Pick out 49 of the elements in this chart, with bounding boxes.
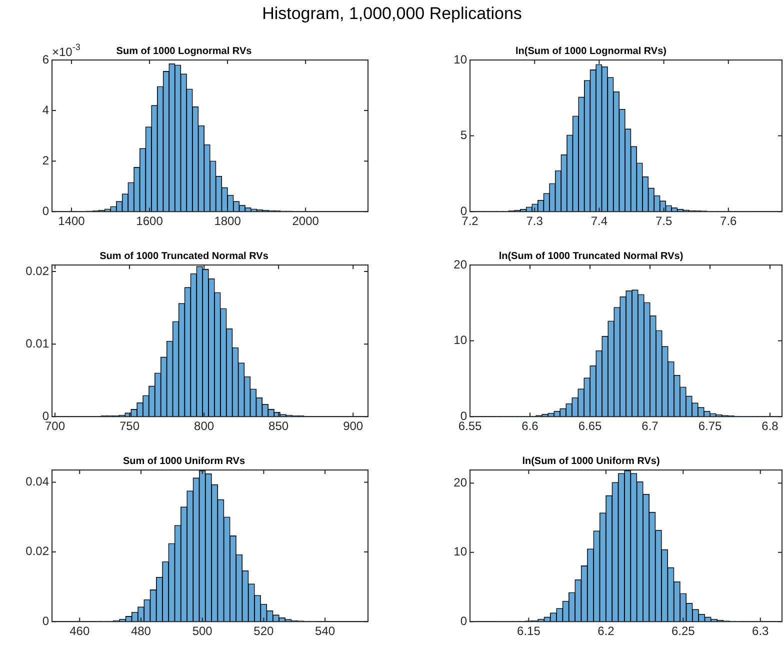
y-tick-label: 0 (42, 614, 50, 628)
x-tick-label: 7.5 (655, 214, 672, 228)
x-tick-label: 2000 (292, 214, 320, 228)
chart-title: ln(Sum of 1000 Truncated Normal RVs) (498, 250, 684, 262)
x-tick-label: 6.65 (578, 419, 602, 434)
x-tick-label: 900 (343, 419, 364, 434)
x-tick-label: 6.15 (517, 624, 541, 638)
x-tick-label: 6.25 (671, 624, 696, 638)
x-tick-label: 540 (315, 624, 336, 638)
y-tick-label: 6 (42, 52, 50, 66)
y-tick-label: 20 (454, 257, 468, 272)
chart-title: ln(Sum of 1000 Lognormal RVs) (516, 46, 666, 57)
x-tick-label: 6.7 (642, 419, 659, 434)
y-tick-label: 0 (460, 614, 468, 628)
y-tick-label: 0 (42, 204, 50, 218)
text: Histogram, 1,000,000 Replications (261, 4, 523, 24)
x-tick-label: 1400 (58, 214, 86, 228)
chart-title: ln(Sum of 1000 Uniform RVs) (522, 456, 660, 467)
x-tick-label: 6.3 (752, 624, 770, 638)
y-tick-label: 5 (460, 128, 468, 142)
x-tick-label: 480 (130, 624, 152, 638)
x-tick-label: 800 (194, 419, 214, 434)
y-tick-label: 4 (42, 102, 50, 117)
y-tick-label: 10 (454, 333, 468, 348)
y-tick-label: 0.01 (26, 336, 50, 350)
y-tick-label: 0.02 (26, 544, 50, 558)
x-tick-label: 6.6 (522, 419, 539, 434)
x-tick-label: 850 (268, 419, 289, 434)
x-tick-label: 1600 (136, 214, 164, 228)
y-tick-label: 0.02 (26, 264, 50, 278)
chart-title: Sum of 1000 Lognormal RVs (116, 46, 252, 57)
x-tick-label: 7.4 (590, 214, 608, 228)
x-tick-label: 750 (119, 419, 140, 434)
y-tick-label: 20 (454, 475, 468, 490)
chart-title: Sum of 1000 Truncated Normal RVs (100, 250, 269, 262)
x-tick-label: 500 (192, 624, 213, 638)
x-tick-label: 6.75 (698, 419, 722, 434)
x-tick-label: 520 (254, 624, 274, 638)
y-tick-label: 2 (42, 153, 50, 168)
x-tick-label: 1800 (214, 214, 242, 228)
y-tick-label: 0.04 (26, 474, 50, 489)
x-tick-label: 6.8 (762, 419, 779, 434)
x-tick-label: 460 (70, 624, 90, 638)
x-tick-label: 6.2 (598, 624, 615, 638)
y-tick-label: 10 (454, 544, 468, 559)
y-tick-label: 10 (454, 52, 468, 66)
x-tick-label: 7.3 (526, 214, 544, 228)
x-tick-label: 7.6 (720, 214, 738, 228)
chart-title: Sum of 1000 Uniform RVs (122, 456, 246, 467)
